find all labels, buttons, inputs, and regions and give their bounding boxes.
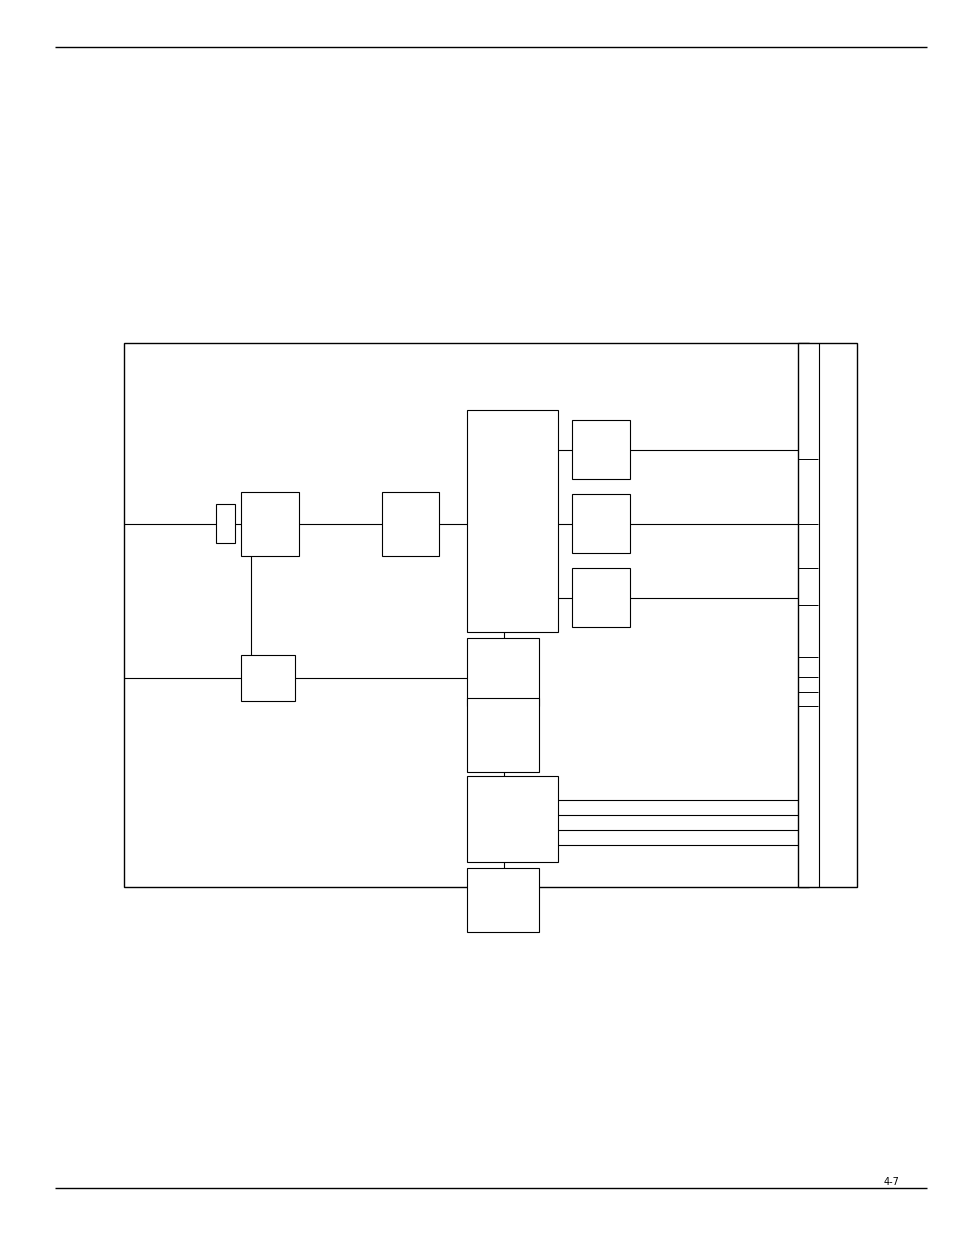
Bar [797, 343, 856, 887]
Bar [467, 698, 538, 772]
Bar [467, 638, 538, 706]
Bar [381, 492, 438, 556]
Bar [572, 420, 629, 479]
Bar [241, 655, 294, 701]
Bar [467, 776, 558, 862]
Bar [467, 868, 538, 932]
Text: 4-7: 4-7 [883, 1177, 899, 1187]
Bar [572, 494, 629, 553]
Bar [215, 504, 234, 543]
Bar [572, 568, 629, 627]
Bar [467, 410, 558, 632]
Bar [124, 343, 808, 887]
Bar [241, 492, 298, 556]
